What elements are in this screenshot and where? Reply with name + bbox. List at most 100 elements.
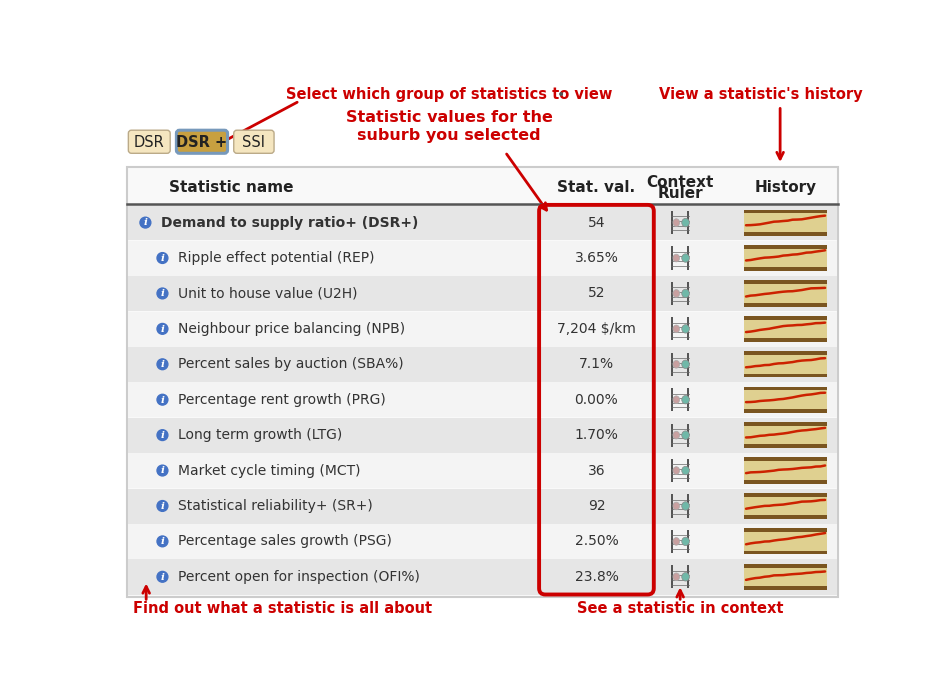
Text: i: i xyxy=(144,218,148,228)
Text: Unit to house value (U2H): Unit to house value (U2H) xyxy=(178,286,357,300)
Text: Neighbour price balancing (NPB): Neighbour price balancing (NPB) xyxy=(178,322,405,336)
Bar xyxy=(744,338,827,342)
Bar xyxy=(127,167,838,597)
Ellipse shape xyxy=(682,254,689,262)
Bar xyxy=(671,388,673,412)
Bar xyxy=(671,282,673,305)
Ellipse shape xyxy=(682,466,689,475)
Bar xyxy=(744,493,827,519)
Bar xyxy=(744,444,827,448)
Text: 92: 92 xyxy=(588,499,605,513)
Bar xyxy=(744,528,827,532)
Bar xyxy=(744,245,827,248)
Text: Statistic name: Statistic name xyxy=(169,180,294,195)
Text: 0.00%: 0.00% xyxy=(574,393,619,407)
Ellipse shape xyxy=(673,573,680,581)
Ellipse shape xyxy=(673,467,680,475)
Text: Demand to supply ratio+ (DSR+): Demand to supply ratio+ (DSR+) xyxy=(161,216,418,230)
Text: 7,204 $/km: 7,204 $/km xyxy=(557,322,635,336)
Ellipse shape xyxy=(673,395,680,403)
Ellipse shape xyxy=(682,289,689,298)
Ellipse shape xyxy=(673,218,680,227)
Text: Select which group of statistics to view: Select which group of statistics to view xyxy=(287,87,613,101)
Text: 2.50%: 2.50% xyxy=(574,534,619,548)
Ellipse shape xyxy=(682,431,689,440)
FancyBboxPatch shape xyxy=(129,130,170,153)
FancyBboxPatch shape xyxy=(177,130,227,153)
Text: 3.65%: 3.65% xyxy=(574,251,619,265)
Bar xyxy=(744,316,827,342)
Circle shape xyxy=(157,253,168,263)
Bar xyxy=(128,559,838,594)
Text: 7.1%: 7.1% xyxy=(579,357,614,371)
Bar xyxy=(744,458,827,461)
Bar xyxy=(744,232,827,236)
Text: i: i xyxy=(161,573,164,582)
Bar xyxy=(744,386,827,413)
Bar xyxy=(744,281,827,307)
Bar xyxy=(128,276,838,311)
Bar xyxy=(687,282,689,305)
Bar xyxy=(687,530,689,553)
Bar xyxy=(671,424,673,447)
Text: Percentage sales growth (PSG): Percentage sales growth (PSG) xyxy=(178,534,392,548)
Text: i: i xyxy=(161,395,164,405)
Ellipse shape xyxy=(673,431,680,439)
Bar xyxy=(744,458,827,484)
Text: Ripple effect potential (REP): Ripple effect potential (REP) xyxy=(178,251,374,265)
Circle shape xyxy=(157,571,168,582)
Bar xyxy=(671,494,673,517)
Text: i: i xyxy=(161,502,164,511)
Text: i: i xyxy=(161,538,164,546)
Circle shape xyxy=(140,217,150,228)
Ellipse shape xyxy=(682,395,689,404)
Bar xyxy=(744,302,827,307)
Ellipse shape xyxy=(673,290,680,298)
Text: i: i xyxy=(161,325,164,334)
Ellipse shape xyxy=(682,537,689,545)
Bar xyxy=(687,211,689,234)
Bar xyxy=(744,209,827,236)
Text: Market cycle timing (MCT): Market cycle timing (MCT) xyxy=(178,463,360,477)
Bar xyxy=(128,453,838,489)
FancyBboxPatch shape xyxy=(234,130,274,153)
Circle shape xyxy=(157,430,168,440)
Bar xyxy=(671,211,673,234)
Bar xyxy=(744,316,827,320)
Text: View a statistic's history: View a statistic's history xyxy=(659,87,863,101)
Bar xyxy=(671,530,673,553)
Circle shape xyxy=(157,394,168,405)
Bar xyxy=(128,418,838,453)
Text: Context: Context xyxy=(647,175,713,190)
Circle shape xyxy=(157,466,168,476)
Bar xyxy=(687,494,689,517)
Bar xyxy=(744,281,827,284)
Text: DSR: DSR xyxy=(133,134,164,150)
Bar xyxy=(744,493,827,497)
Ellipse shape xyxy=(682,573,689,581)
Bar xyxy=(744,351,827,355)
Bar xyxy=(128,312,838,346)
Bar xyxy=(744,422,827,448)
Ellipse shape xyxy=(682,325,689,333)
Circle shape xyxy=(157,323,168,335)
Bar xyxy=(687,566,689,588)
Bar xyxy=(671,459,673,482)
Bar xyxy=(128,241,838,276)
Text: i: i xyxy=(161,360,164,369)
Text: Find out what a statistic is all about: Find out what a statistic is all about xyxy=(133,601,432,616)
Ellipse shape xyxy=(682,502,689,510)
Text: i: i xyxy=(161,289,164,298)
Circle shape xyxy=(157,288,168,299)
Bar xyxy=(128,524,838,559)
Bar xyxy=(671,246,673,270)
Bar xyxy=(671,566,673,588)
Bar xyxy=(744,564,827,568)
Text: i: i xyxy=(161,254,164,263)
Bar xyxy=(744,245,827,271)
Bar xyxy=(744,351,827,377)
Text: Percentage rent growth (PRG): Percentage rent growth (PRG) xyxy=(178,393,385,407)
Ellipse shape xyxy=(673,360,680,368)
Text: •: • xyxy=(556,88,565,102)
Text: Long term growth (LTG): Long term growth (LTG) xyxy=(178,428,342,442)
